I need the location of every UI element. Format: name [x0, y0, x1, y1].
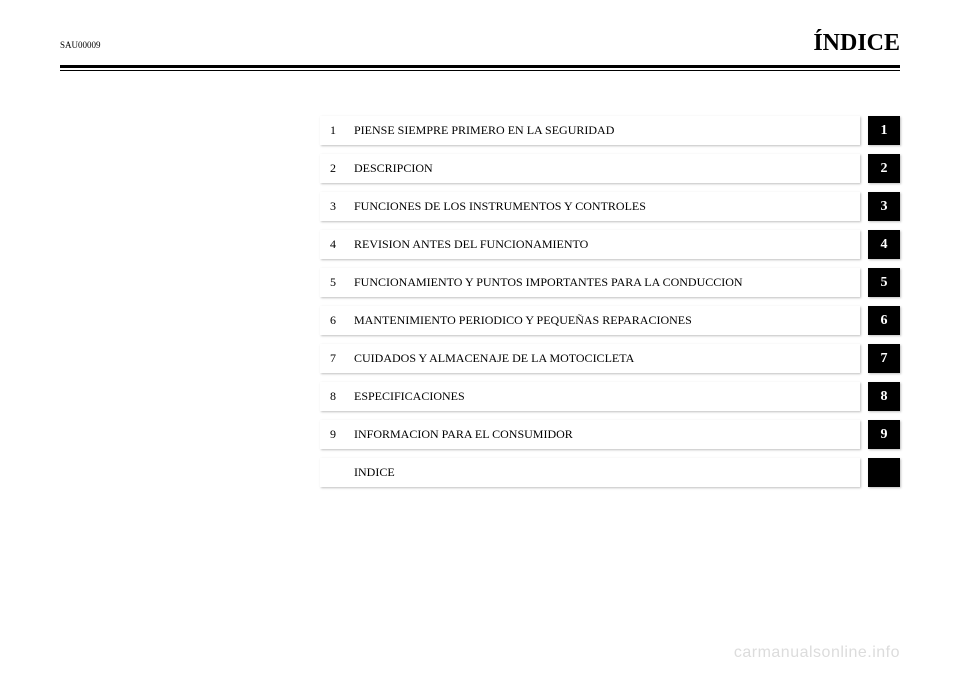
- toc-row: 8 ESPECIFICACIONES 8: [320, 382, 900, 411]
- toc-item-label: MANTENIMIENTO PERIODICO Y PEQUEÑAS REPAR…: [354, 313, 692, 328]
- toc-item-label: ESPECIFICACIONES: [354, 389, 465, 404]
- toc-item-label: PIENSE SIEMPRE PRIMERO EN LA SEGURIDAD: [354, 123, 614, 138]
- toc-tab: 5: [868, 268, 900, 297]
- toc-item-num: 7: [330, 351, 342, 366]
- toc-tab: 1: [868, 116, 900, 145]
- toc-tab: 9: [868, 420, 900, 449]
- doc-code: SAU00009: [60, 40, 101, 50]
- toc-row: INDICE: [320, 458, 900, 487]
- toc-item-num: 1: [330, 123, 342, 138]
- toc-item: 4 REVISION ANTES DEL FUNCIONAMIENTO: [320, 230, 860, 259]
- toc-item-label: INDICE: [354, 465, 395, 480]
- toc-tab: 3: [868, 192, 900, 221]
- toc-tab: 2: [868, 154, 900, 183]
- toc-row: 9 INFORMACION PARA EL CONSUMIDOR 9: [320, 420, 900, 449]
- toc-item-num: 6: [330, 313, 342, 328]
- toc-row: 2 DESCRIPCION 2: [320, 154, 900, 183]
- toc-item-num: 4: [330, 237, 342, 252]
- toc-item-num: 2: [330, 161, 342, 176]
- toc-tab: [868, 458, 900, 487]
- page-header: SAU00009 ÍNDICE: [60, 30, 900, 71]
- toc-item: 7 CUIDADOS Y ALMACENAJE DE LA MOTOCICLET…: [320, 344, 860, 373]
- toc-item: 6 MANTENIMIENTO PERIODICO Y PEQUEÑAS REP…: [320, 306, 860, 335]
- toc-row: 7 CUIDADOS Y ALMACENAJE DE LA MOTOCICLET…: [320, 344, 900, 373]
- toc-item-num: 3: [330, 199, 342, 214]
- toc-row: 5 FUNCIONAMIENTO Y PUNTOS IMPORTANTES PA…: [320, 268, 900, 297]
- toc-item: 5 FUNCIONAMIENTO Y PUNTOS IMPORTANTES PA…: [320, 268, 860, 297]
- page-title: ÍNDICE: [60, 30, 900, 63]
- toc-item-label: DESCRIPCION: [354, 161, 433, 176]
- toc-item-num: 9: [330, 427, 342, 442]
- toc-item: 3 FUNCIONES DE LOS INSTRUMENTOS Y CONTRO…: [320, 192, 860, 221]
- toc-item-num: 8: [330, 389, 342, 404]
- toc-row: 1 PIENSE SIEMPRE PRIMERO EN LA SEGURIDAD…: [320, 116, 900, 145]
- toc-item-num: 5: [330, 275, 342, 290]
- toc-item-label: CUIDADOS Y ALMACENAJE DE LA MOTOCICLETA: [354, 351, 634, 366]
- toc-row: 3 FUNCIONES DE LOS INSTRUMENTOS Y CONTRO…: [320, 192, 900, 221]
- toc-item-label: FUNCIONES DE LOS INSTRUMENTOS Y CONTROLE…: [354, 199, 646, 214]
- toc-item-label: FUNCIONAMIENTO Y PUNTOS IMPORTANTES PARA…: [354, 275, 743, 290]
- toc-item: 9 INFORMACION PARA EL CONSUMIDOR: [320, 420, 860, 449]
- toc-container: 1 PIENSE SIEMPRE PRIMERO EN LA SEGURIDAD…: [320, 116, 900, 487]
- toc-item: 1 PIENSE SIEMPRE PRIMERO EN LA SEGURIDAD: [320, 116, 860, 145]
- toc-item-label: REVISION ANTES DEL FUNCIONAMIENTO: [354, 237, 588, 252]
- toc-row: 4 REVISION ANTES DEL FUNCIONAMIENTO 4: [320, 230, 900, 259]
- toc-item: 2 DESCRIPCION: [320, 154, 860, 183]
- toc-tab: 7: [868, 344, 900, 373]
- watermark-text: carmanualsonline.info: [734, 644, 900, 662]
- toc-tab: 4: [868, 230, 900, 259]
- toc-row: 6 MANTENIMIENTO PERIODICO Y PEQUEÑAS REP…: [320, 306, 900, 335]
- toc-tab: 6: [868, 306, 900, 335]
- page: SAU00009 ÍNDICE 1 PIENSE SIEMPRE PRIMERO…: [0, 0, 960, 678]
- header-divider: [60, 65, 900, 71]
- toc-item-label: INFORMACION PARA EL CONSUMIDOR: [354, 427, 573, 442]
- toc-item: INDICE: [320, 458, 860, 487]
- toc-tab: 8: [868, 382, 900, 411]
- toc-item: 8 ESPECIFICACIONES: [320, 382, 860, 411]
